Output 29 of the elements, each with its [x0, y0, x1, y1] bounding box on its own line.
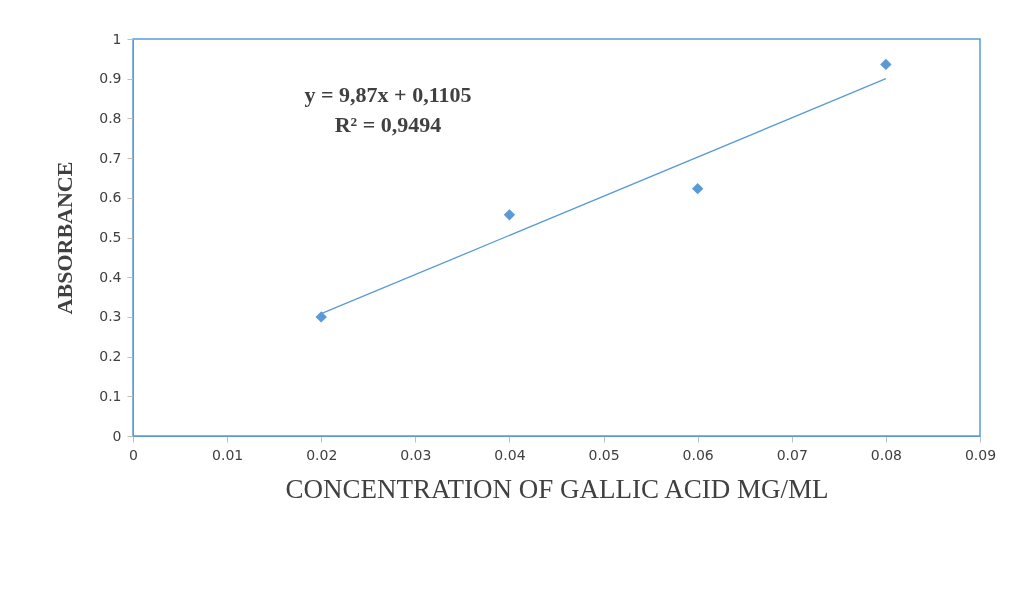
x-axis-title: CONCENTRATION OF GALLIC ACID MG/ML: [285, 473, 829, 504]
y-tick-label: 1: [112, 30, 122, 47]
x-tick-label: 0.03: [400, 446, 432, 463]
point: [503, 209, 516, 221]
x-tick-label: 0: [129, 446, 138, 463]
point: [691, 182, 704, 195]
y-tick-label: 0.2: [99, 348, 122, 365]
y-tick-label: 0.5: [99, 229, 122, 245]
y-tick-label: 0.6: [99, 189, 122, 206]
y-tick-label: 0.1: [99, 387, 122, 404]
y-tick-label: 0.9: [99, 70, 122, 87]
y-tick-label: 0.3: [99, 308, 122, 325]
x-tick-label: 0.02: [306, 446, 338, 463]
x-tick-label: 0.07: [776, 446, 808, 463]
y-tick-label: 0.7: [99, 149, 122, 166]
y-tick-label: 0: [112, 427, 122, 444]
x-tick-label: 0.05: [588, 446, 620, 463]
annotation: R² = 0,9494: [334, 112, 442, 137]
y-tick-label: 0.8: [99, 109, 122, 126]
x-tick-label: 0.04: [494, 446, 526, 463]
x-tick-label: 0.01: [212, 446, 244, 463]
x-tick-label: 0.08: [870, 446, 902, 463]
annotation: y = 9,87x + 0,1105: [304, 82, 472, 107]
y-tick-label: 0.4: [99, 268, 122, 285]
x-tick-label: 0.09: [964, 446, 997, 463]
point: [315, 311, 327, 323]
x-tick-label: 0.06: [682, 446, 714, 463]
point: [880, 58, 892, 71]
y-axis-title: ABSORBANCE: [52, 161, 78, 315]
